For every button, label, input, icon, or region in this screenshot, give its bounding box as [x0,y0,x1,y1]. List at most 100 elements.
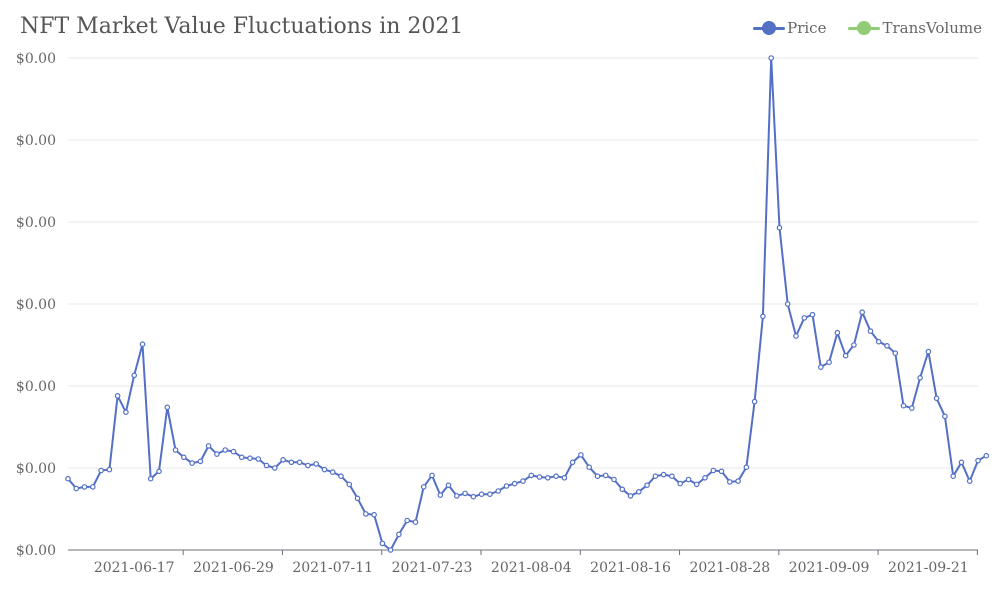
data-point [106,466,113,473]
data-point [950,473,957,480]
data-point [619,486,626,493]
data-point [569,459,576,466]
data-point [131,372,138,379]
data-point [859,309,866,316]
data-point [958,459,965,466]
y-tick-label: $0.00 [16,215,56,231]
x-tick-label: 2021-07-23 [392,560,473,576]
x-tick-label: 2021-08-28 [689,560,770,576]
y-tick-label: $0.00 [16,543,56,559]
data-point [487,491,493,498]
data-point [917,374,923,381]
data-point [726,479,733,485]
x-tick-label: 2021-06-17 [94,560,175,576]
data-point [751,398,758,405]
data-point [966,478,973,484]
data-point [238,454,245,461]
data-point [247,455,253,462]
data-point [478,491,485,498]
chart-legend: Price TransVolume [753,19,982,37]
data-point [867,328,874,334]
data-point [743,464,750,471]
data-point [346,481,353,488]
y-tick-label: $0.00 [16,379,56,395]
legend-label-transvolume: TransVolume [882,19,982,37]
data-point [189,460,195,466]
data-point [114,392,121,399]
data-point [313,461,320,467]
x-tick-label: 2021-09-21 [888,560,969,576]
data-point [842,352,849,359]
data-point [685,476,692,483]
x-tick-label: 2021-06-29 [193,560,274,576]
legend-item-transvolume[interactable]: TransVolume [848,19,982,37]
series-line-price [67,57,987,551]
data-point [611,476,617,483]
data-point [826,359,832,366]
data-point [776,224,783,231]
data-point [561,474,568,481]
data-point [892,350,899,357]
data-point [164,404,171,411]
data-point [362,511,369,517]
data-point [660,471,667,478]
data-point [975,457,981,464]
data-point [594,473,601,480]
data-point [677,480,684,487]
data-point [147,475,154,482]
legend-item-price[interactable]: Price [753,19,826,37]
y-tick-label: $0.00 [16,297,56,313]
data-point [528,472,535,479]
data-point [280,456,286,463]
data-point [329,469,336,475]
data-point [65,475,71,482]
data-point [156,468,162,475]
data-point [669,473,675,480]
data-point [644,482,650,489]
data-point [553,473,559,480]
y-tick-label: $0.00 [16,133,56,149]
data-point [784,301,791,307]
x-tick-label: 2021-09-09 [789,560,870,576]
data-point [420,484,427,490]
data-point [139,341,146,348]
data-point [73,485,80,492]
data-point [296,459,303,466]
data-point [983,452,990,459]
data-point [230,448,237,455]
data-point [123,409,129,416]
data-point [544,474,551,481]
data-point [801,315,808,321]
data-point [255,456,262,462]
data-point [503,483,510,489]
data-point [578,452,584,458]
data-point [396,531,402,538]
data-point [98,467,104,474]
data-point [652,473,659,480]
data-point [305,462,311,469]
data-point [371,511,377,518]
data-point [602,472,609,479]
y-tick-label: $0.00 [16,461,56,477]
data-point [925,348,932,355]
data-point [214,451,220,457]
data-point [90,484,96,490]
data-point [205,443,212,449]
data-point [445,482,452,489]
data-point [718,468,725,475]
data-point [288,459,295,466]
data-point [321,466,328,473]
legend-swatch-price [753,21,786,35]
data-point [693,481,700,488]
legend-swatch-transvolume [848,21,881,35]
data-point [809,311,816,318]
data-point [900,402,907,409]
data-point [735,478,741,484]
data-point [793,333,799,339]
data-point [338,473,344,480]
legend-label-price: Price [787,19,827,37]
data-point [172,447,179,453]
x-tick-label: 2021-07-11 [292,560,373,576]
x-tick-label: 2021-08-16 [590,560,671,576]
